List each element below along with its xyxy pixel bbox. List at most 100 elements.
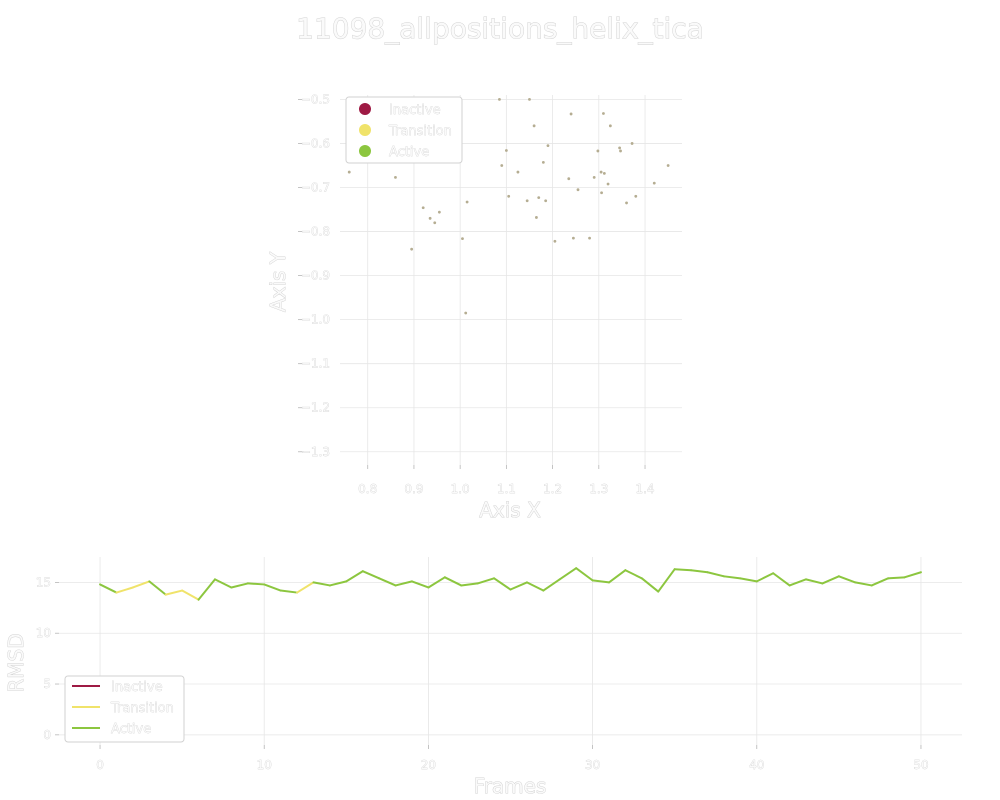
- scatter-point: [625, 201, 628, 205]
- scatter-ticks: 0.8 0.9 1.0 1.1 1.2 1.3 1.4 −0.5 −0.6 −0.7 −0.8 −0.…: [298, 92, 655, 496]
- rmsd-line-segment: [722, 575, 742, 580]
- rmsd-line-segment: [706, 571, 725, 578]
- scatter-x-tick-label: 1.1: [497, 482, 516, 496]
- rmsd-y-tick-label: 10: [36, 626, 51, 640]
- scatter-point: [588, 236, 591, 240]
- scatter-point: [619, 149, 622, 153]
- rmsd-line-segment: [131, 580, 151, 589]
- scatter-point: [567, 177, 571, 181]
- rmsd-legend-label: Active: [111, 722, 151, 737]
- rmsd-line-segment: [181, 589, 200, 601]
- rmsd-panel: 0 10 20 30 40 50 0 5 10 15 Frames RMSD Inactive Tr…: [4, 557, 962, 798]
- rmsd-line-segment: [378, 577, 397, 587]
- scatter-point: [516, 170, 520, 174]
- scatter-points: [347, 98, 670, 315]
- scatter-point: [461, 237, 464, 240]
- scatter-legend: Inactive Transition Active: [345, 96, 463, 164]
- rmsd-line-segment: [230, 582, 249, 589]
- rmsd-y-tick-label: 0: [43, 728, 51, 742]
- rmsd-x-axis-label: Frames: [474, 774, 547, 798]
- rmsd-legend-box: [64, 675, 185, 743]
- scatter-point: [576, 188, 580, 192]
- rmsd-line-segment: [115, 586, 134, 594]
- scatter-legend-marker-inactive: [359, 103, 371, 115]
- rmsd-line-segment: [427, 576, 446, 589]
- rmsd-legend-label: Inactive: [111, 680, 163, 695]
- scatter-y-tick-label: −0.8: [301, 225, 330, 239]
- scatter-x-axis-label: Axis X: [479, 498, 541, 522]
- scatter-y-tick-label: −1.1: [301, 357, 330, 371]
- scatter-point: [606, 182, 610, 186]
- rmsd-line-segment: [624, 569, 643, 580]
- scatter-point: [553, 239, 557, 243]
- scatter-point: [618, 146, 622, 150]
- rmsd-x-tick-label: 10: [257, 758, 272, 772]
- rmsd-line-segment: [854, 581, 873, 587]
- scatter-x-tick-label: 0.8: [358, 482, 377, 496]
- rmsd-line-segment: [279, 589, 299, 594]
- rmsd-line-segment: [328, 580, 348, 587]
- rmsd-line-segment: [296, 581, 315, 594]
- rmsd-line-segment: [673, 568, 693, 572]
- rmsd-line-segment: [870, 577, 890, 587]
- rmsd-line-segment: [148, 580, 167, 596]
- rmsd-line-segment: [246, 582, 266, 586]
- scatter-point: [541, 160, 545, 164]
- rmsd-line-segment: [493, 577, 512, 591]
- scatter-y-tick-label: −0.7: [301, 181, 330, 195]
- scatter-legend-label: Inactive: [389, 103, 441, 118]
- rmsd-line-segment: [657, 568, 676, 593]
- rmsd-line-segment: [690, 569, 709, 574]
- scatter-point: [592, 175, 596, 179]
- rmsd-series: [99, 567, 922, 601]
- rmsd-line-segment: [821, 575, 840, 585]
- scatter-x-tick-label: 1.2: [543, 482, 562, 496]
- scatter-legend-marker-transition: [359, 124, 371, 136]
- rmsd-x-tick-label: 20: [421, 758, 436, 772]
- scatter-panel: 0.8 0.9 1.0 1.1 1.2 1.3 1.4 −0.5 −0.6 −0.7 −0.8 −0.…: [266, 92, 682, 522]
- scatter-point: [498, 98, 501, 101]
- scatter-x-tick-label: 1.4: [635, 482, 654, 496]
- rmsd-line-segment: [394, 580, 413, 587]
- scatter-point: [630, 142, 634, 145]
- scatter-point: [602, 112, 605, 115]
- scatter-point: [465, 200, 469, 204]
- rmsd-line-segment: [263, 583, 282, 592]
- rmsd-y-axis-label: RMSD: [4, 633, 28, 692]
- scatter-point: [652, 181, 656, 185]
- scatter-point: [507, 194, 511, 198]
- rmsd-y-tick-label: 15: [36, 575, 51, 589]
- rmsd-line-segment: [361, 570, 381, 580]
- scatter-y-tick-label: −1.2: [301, 401, 330, 415]
- rmsd-line-segment: [410, 580, 430, 589]
- scatter-legend-label: Transition: [388, 124, 452, 139]
- rmsd-line-segment: [772, 572, 791, 587]
- scatter-point: [428, 216, 432, 220]
- rmsd-line-segment: [460, 582, 479, 587]
- scatter-point: [347, 170, 351, 174]
- scatter-point: [535, 216, 538, 219]
- scatter-y-tick-label: −0.5: [301, 92, 330, 106]
- scatter-point: [602, 172, 606, 175]
- scatter-y-tick-label: −1.3: [301, 445, 330, 459]
- scatter-x-tick-label: 0.9: [404, 482, 423, 496]
- rmsd-line-segment: [805, 578, 824, 585]
- rmsd-line-segment: [640, 577, 660, 593]
- scatter-y-tick-label: −0.6: [301, 136, 330, 150]
- scatter-point: [600, 191, 603, 195]
- scatter-point: [666, 164, 670, 167]
- rmsd-line-segment: [476, 577, 496, 585]
- rmsd-line-segment: [542, 578, 561, 592]
- rmsd-line-segment: [164, 589, 184, 596]
- scatter-point: [634, 194, 638, 198]
- scatter-point: [525, 199, 529, 203]
- scatter-point: [410, 247, 414, 251]
- scatter-legend-box: [345, 96, 463, 164]
- scatter-point: [433, 221, 437, 225]
- rmsd-line-segment: [788, 578, 808, 587]
- scatter-grid: [340, 95, 682, 465]
- scatter-point: [464, 311, 468, 315]
- scatter-point: [599, 170, 603, 174]
- rmsd-grid: [59, 557, 962, 745]
